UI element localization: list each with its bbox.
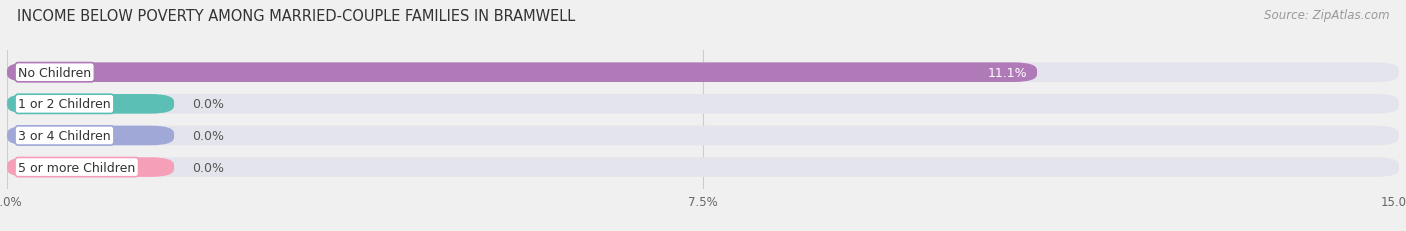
FancyBboxPatch shape xyxy=(7,63,1399,83)
Text: 5 or more Children: 5 or more Children xyxy=(18,161,135,174)
FancyBboxPatch shape xyxy=(7,95,174,114)
FancyBboxPatch shape xyxy=(7,63,1038,83)
FancyBboxPatch shape xyxy=(7,126,1399,146)
Text: 11.1%: 11.1% xyxy=(988,66,1028,79)
FancyBboxPatch shape xyxy=(7,158,174,177)
Text: 0.0%: 0.0% xyxy=(193,129,225,142)
Text: Source: ZipAtlas.com: Source: ZipAtlas.com xyxy=(1264,9,1389,22)
FancyBboxPatch shape xyxy=(7,95,1399,114)
Text: 0.0%: 0.0% xyxy=(193,161,225,174)
Text: 3 or 4 Children: 3 or 4 Children xyxy=(18,129,111,142)
Text: 1 or 2 Children: 1 or 2 Children xyxy=(18,98,111,111)
Text: INCOME BELOW POVERTY AMONG MARRIED-COUPLE FAMILIES IN BRAMWELL: INCOME BELOW POVERTY AMONG MARRIED-COUPL… xyxy=(17,9,575,24)
FancyBboxPatch shape xyxy=(7,126,174,146)
Text: No Children: No Children xyxy=(18,66,91,79)
Text: 0.0%: 0.0% xyxy=(193,98,225,111)
FancyBboxPatch shape xyxy=(7,158,1399,177)
